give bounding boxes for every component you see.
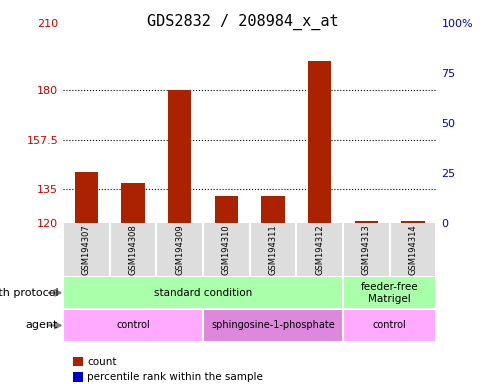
Bar: [307, 61, 331, 223]
FancyBboxPatch shape: [342, 276, 436, 309]
Text: feeder-free
Matrigel: feeder-free Matrigel: [360, 282, 418, 304]
Bar: [214, 196, 238, 223]
Text: GSM194309: GSM194309: [175, 224, 184, 275]
FancyBboxPatch shape: [63, 309, 203, 342]
Bar: [261, 196, 284, 223]
Text: growth protocol: growth protocol: [0, 288, 58, 298]
Text: GDS2832 / 208984_x_at: GDS2832 / 208984_x_at: [146, 13, 338, 30]
Text: GSM194310: GSM194310: [222, 224, 230, 275]
FancyBboxPatch shape: [63, 276, 342, 309]
Text: GSM194308: GSM194308: [128, 224, 137, 275]
Bar: [354, 220, 378, 223]
Text: GSM194313: GSM194313: [361, 224, 370, 275]
Text: GSM194314: GSM194314: [408, 224, 417, 275]
FancyBboxPatch shape: [203, 309, 342, 342]
Text: count: count: [87, 357, 117, 367]
Bar: [121, 183, 144, 223]
FancyBboxPatch shape: [342, 309, 436, 342]
Bar: [401, 220, 424, 223]
Text: control: control: [116, 320, 150, 331]
Bar: [168, 89, 191, 223]
Text: agent: agent: [26, 320, 58, 331]
Text: GSM194311: GSM194311: [268, 224, 277, 275]
Text: standard condition: standard condition: [153, 288, 252, 298]
Text: GSM194312: GSM194312: [315, 224, 324, 275]
Bar: [75, 172, 98, 223]
Text: sphingosine-1-phosphate: sphingosine-1-phosphate: [211, 320, 334, 331]
Text: control: control: [372, 320, 406, 331]
Text: percentile rank within the sample: percentile rank within the sample: [87, 372, 263, 382]
Text: GSM194307: GSM194307: [82, 224, 91, 275]
